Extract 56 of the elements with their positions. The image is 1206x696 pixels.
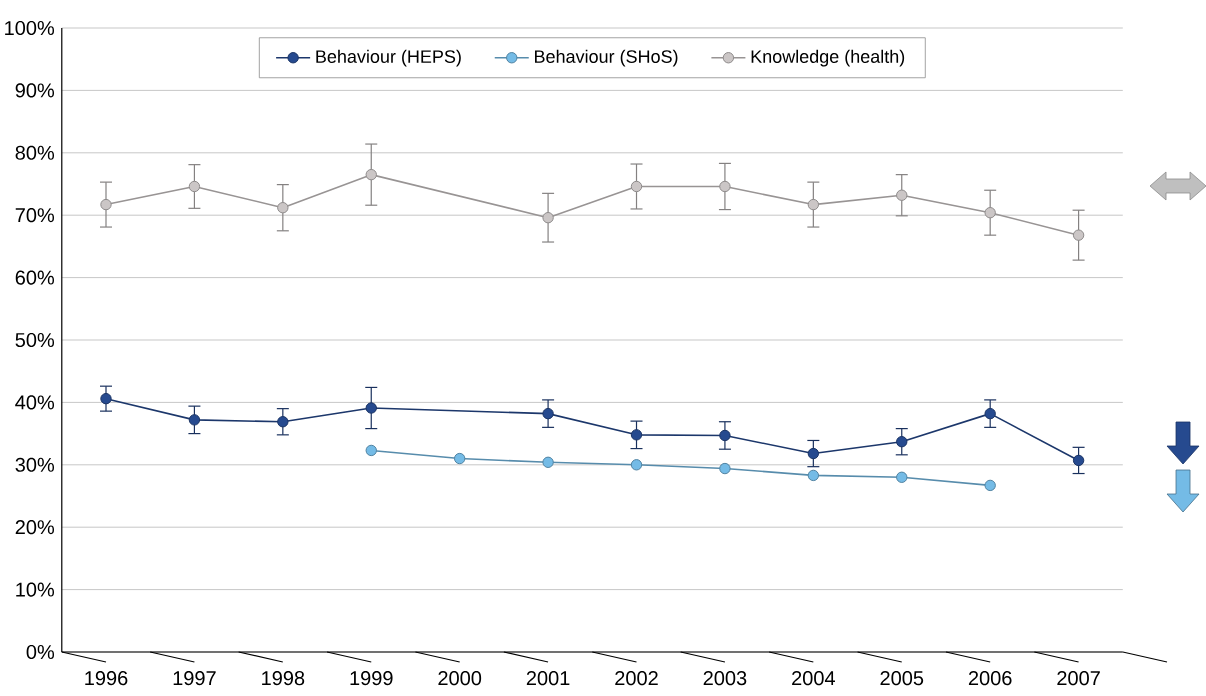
point bbox=[100, 392, 112, 405]
x-tick-label: 2000 bbox=[438, 671, 482, 686]
y-tick-label: 20% bbox=[15, 520, 55, 535]
point bbox=[719, 429, 731, 442]
y-tick-label: 60% bbox=[15, 270, 55, 285]
point bbox=[365, 168, 377, 181]
point bbox=[984, 207, 996, 219]
point bbox=[542, 407, 554, 420]
y-tick-label: 30% bbox=[15, 457, 55, 472]
point bbox=[807, 447, 820, 460]
x-tick-label: 1997 bbox=[173, 671, 216, 686]
y-tick-label: 10% bbox=[16, 582, 55, 597]
x-tick-label: 2005 bbox=[880, 671, 924, 686]
point bbox=[100, 198, 112, 211]
y-tick-label: 0% bbox=[26, 644, 55, 660]
x-tick-label: 2007 bbox=[1057, 671, 1100, 686]
x-tick-label: 2001 bbox=[526, 671, 570, 686]
point bbox=[719, 462, 731, 475]
x-tick-label: 1998 bbox=[262, 671, 305, 686]
point bbox=[365, 444, 377, 457]
legend-label: Knowledge (health) bbox=[751, 49, 905, 67]
point bbox=[277, 416, 289, 428]
point bbox=[630, 459, 643, 471]
x-tick-label: 2006 bbox=[968, 671, 1012, 686]
y-tick-label: 50% bbox=[15, 332, 55, 348]
y-tick-label: 80% bbox=[15, 145, 55, 160]
point bbox=[807, 469, 820, 482]
point bbox=[1072, 454, 1085, 467]
point bbox=[453, 452, 466, 465]
x-tick-label: 1996 bbox=[85, 671, 128, 686]
point bbox=[188, 180, 201, 193]
point bbox=[896, 471, 908, 483]
point bbox=[984, 407, 996, 420]
x-tick-label: 2004 bbox=[792, 671, 835, 686]
x-tick-label: 1999 bbox=[350, 671, 393, 686]
point bbox=[542, 211, 554, 224]
y-tick-label: 40% bbox=[15, 395, 55, 410]
point bbox=[719, 180, 731, 193]
legend-label: Behaviour (SHoS) bbox=[535, 49, 678, 67]
x-tick-label: 2002 bbox=[615, 671, 658, 686]
point bbox=[277, 202, 289, 214]
point bbox=[896, 189, 908, 201]
point bbox=[896, 436, 908, 448]
point bbox=[365, 402, 377, 414]
y-tick-label: 100% bbox=[5, 20, 55, 36]
point bbox=[630, 429, 643, 441]
point bbox=[1072, 229, 1085, 241]
legend-label: Behaviour (HEPS) bbox=[316, 49, 461, 67]
point bbox=[807, 198, 820, 211]
x-tick-label: 2003 bbox=[703, 671, 747, 686]
point bbox=[984, 479, 996, 492]
y-tick-label: 90% bbox=[15, 83, 55, 98]
point bbox=[542, 456, 554, 468]
point bbox=[630, 180, 643, 193]
point bbox=[188, 414, 201, 426]
y-tick-label: 70% bbox=[15, 208, 55, 223]
